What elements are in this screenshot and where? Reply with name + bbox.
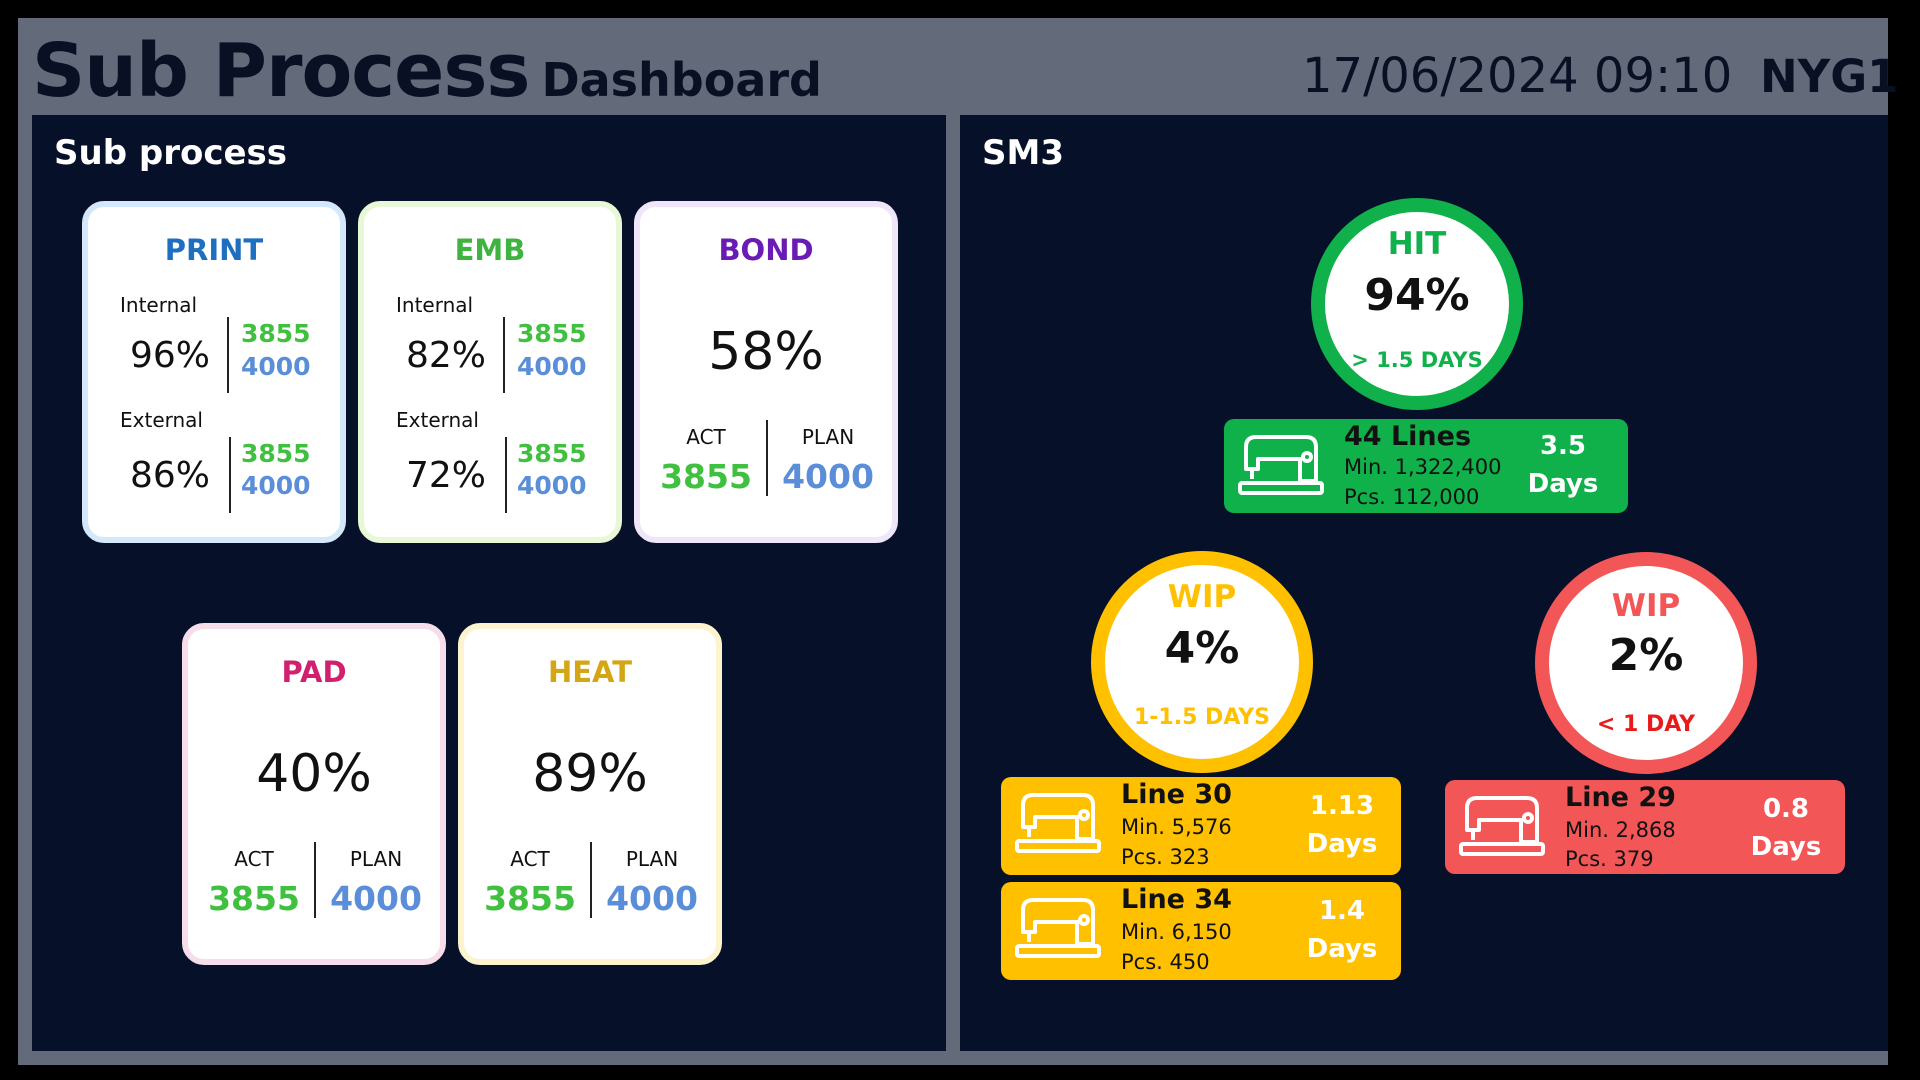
- emb-external-divider: [505, 437, 507, 513]
- print-external-pct: 86%: [130, 455, 211, 496]
- print-card[interactable]: PRINT Internal 96% 3855 4000 External 86…: [82, 201, 346, 543]
- emb-external-label: External: [396, 408, 479, 432]
- wip-low-detail-box[interactable]: Line 29 Min. 2,868 Pcs. 379 0.8 Days: [1445, 780, 1845, 874]
- hit-circle[interactable]: HIT 94% > 1.5 DAYS: [1311, 198, 1523, 410]
- wip-mid-min-2: Min. 6,150: [1121, 920, 1232, 944]
- bond-card[interactable]: BOND 58% ACT PLAN 3855 4000: [634, 201, 898, 543]
- pad-card[interactable]: PAD 40% ACT PLAN 3855 4000: [182, 623, 446, 965]
- hit-lines: 44 Lines: [1344, 421, 1472, 452]
- wip-low-days-label: Days: [1750, 832, 1822, 862]
- wip-mid-pcs-2: Pcs. 450: [1121, 950, 1210, 974]
- pad-title: PAD: [281, 655, 347, 689]
- hit-pcs: Pcs. 112,000: [1344, 485, 1480, 509]
- hit-min: Min. 1,322,400: [1344, 455, 1502, 479]
- heat-plan-value: 4000: [606, 879, 698, 918]
- pad-plan-label: PLAN: [349, 847, 403, 871]
- emb-internal-divider: [503, 317, 505, 393]
- wip-mid-circle[interactable]: WIP 4% 1-1.5 DAYS: [1091, 551, 1313, 773]
- header-site: NYG1: [1760, 50, 1899, 103]
- heat-pct: 89%: [532, 744, 648, 804]
- print-internal-act: 3855: [241, 319, 311, 348]
- hit-days-value: 3.5: [1539, 431, 1587, 461]
- hit-pct: 94%: [1364, 270, 1470, 321]
- wip-low-line: Line 29: [1565, 782, 1676, 813]
- print-external-act: 3855: [241, 439, 311, 468]
- hit-days-label: Days: [1527, 469, 1599, 499]
- wip-mid-detail-box-1[interactable]: Line 30 Min. 5,576 Pcs. 323 1.13 Days: [1001, 777, 1401, 875]
- pad-act-label: ACT: [234, 847, 274, 871]
- wip-low-range: < 1 DAY: [1596, 712, 1696, 737]
- print-title: PRINT: [164, 233, 264, 267]
- sewing-machine-icon: [1459, 796, 1545, 856]
- heat-act-value: 3855: [484, 879, 576, 918]
- header-datetime: 17/06/2024 09:10: [1302, 48, 1733, 104]
- bond-pct: 58%: [708, 322, 824, 382]
- sub-process-panel-title: Sub process: [54, 133, 288, 173]
- wip-low-days-value: 0.8: [1762, 794, 1810, 824]
- heat-divider: [590, 842, 592, 918]
- emb-external-pct: 72%: [406, 455, 487, 496]
- print-internal-plan: 4000: [241, 352, 311, 381]
- bond-divider: [766, 420, 768, 496]
- print-internal-pct: 96%: [130, 335, 211, 376]
- wip-mid-detail-box-2[interactable]: Line 34 Min. 6,150 Pcs. 450 1.4 Days: [1001, 882, 1401, 980]
- wip-mid-line-2: Line 34: [1121, 884, 1232, 915]
- wip-mid-range: 1-1.5 DAYS: [1133, 705, 1271, 730]
- sewing-machine-icon: [1238, 435, 1324, 495]
- emb-internal-act: 3855: [517, 319, 587, 348]
- wip-low-label: WIP: [1611, 588, 1681, 624]
- emb-external-plan: 4000: [517, 471, 587, 500]
- wip-mid-pcs-1: Pcs. 323: [1121, 845, 1210, 869]
- wip-mid-pct: 4%: [1164, 623, 1240, 674]
- pad-pct: 40%: [256, 744, 372, 804]
- wip-mid-line-1: Line 30: [1121, 779, 1232, 810]
- pad-plan-value: 4000: [330, 879, 422, 918]
- wip-low-circle[interactable]: WIP 2% < 1 DAY: [1535, 552, 1757, 774]
- sub-process-panel: Sub process PRINT Internal 96% 3855 4000…: [32, 115, 946, 1051]
- page-title: Sub Process Dashboard: [32, 28, 822, 114]
- bond-plan-value: 4000: [782, 457, 874, 496]
- emb-internal-pct: 82%: [406, 335, 487, 376]
- page-title-main: Sub Process: [32, 28, 530, 114]
- wip-mid-min-1: Min. 5,576: [1121, 815, 1232, 839]
- sm3-panel-title: SM3: [982, 133, 1064, 173]
- heat-card[interactable]: HEAT 89% ACT PLAN 3855 4000: [458, 623, 722, 965]
- bond-act-value: 3855: [660, 457, 752, 496]
- wip-low-pcs: Pcs. 379: [1565, 847, 1654, 871]
- wip-mid-label: WIP: [1167, 579, 1237, 615]
- sewing-machine-icon: [1015, 898, 1101, 958]
- page-title-sub: Dashboard: [541, 53, 822, 107]
- wip-mid-days-label-1: Days: [1306, 829, 1378, 859]
- emb-card[interactable]: EMB Internal 82% 3855 4000 External 72% …: [358, 201, 622, 543]
- bond-title: BOND: [718, 233, 814, 267]
- print-internal-divider: [227, 317, 229, 393]
- wip-low-min: Min. 2,868: [1565, 818, 1676, 842]
- hit-label: HIT: [1387, 226, 1447, 262]
- heat-title: HEAT: [547, 655, 633, 689]
- heat-plan-label: PLAN: [625, 847, 679, 871]
- sm3-panel: SM3 HIT 94% > 1.5 DAYS 44 Lines Min. 1,3…: [960, 115, 1888, 1051]
- emb-internal-plan: 4000: [517, 352, 587, 381]
- pad-act-value: 3855: [208, 879, 300, 918]
- heat-act-label: ACT: [510, 847, 550, 871]
- wip-mid-days-value-2: 1.4: [1318, 896, 1366, 926]
- pad-divider: [314, 842, 316, 918]
- print-external-divider: [229, 437, 231, 513]
- bond-act-label: ACT: [686, 425, 726, 449]
- emb-internal-label: Internal: [396, 293, 474, 317]
- sewing-machine-icon: [1015, 793, 1101, 853]
- hit-detail-box[interactable]: 44 Lines Min. 1,322,400 Pcs. 112,000 3.5…: [1224, 419, 1628, 513]
- print-external-label: External: [120, 408, 203, 432]
- bond-plan-label: PLAN: [801, 425, 855, 449]
- print-external-plan: 4000: [241, 471, 311, 500]
- print-internal-label: Internal: [120, 293, 198, 317]
- emb-external-act: 3855: [517, 439, 587, 468]
- hit-range: > 1.5 DAYS: [1351, 348, 1483, 372]
- emb-title: EMB: [454, 233, 526, 267]
- wip-low-pct: 2%: [1608, 630, 1684, 681]
- wip-mid-days-value-1: 1.13: [1309, 791, 1375, 821]
- wip-mid-days-label-2: Days: [1306, 934, 1378, 964]
